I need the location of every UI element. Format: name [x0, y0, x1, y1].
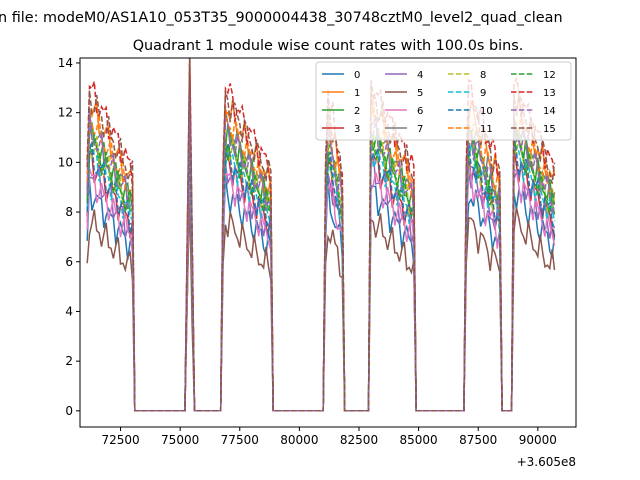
legend-label-10: 10 [480, 106, 493, 117]
x-tick-label: 77500 [221, 433, 259, 447]
y-tick-label: 8 [65, 205, 73, 219]
legend-label-2: 2 [354, 106, 360, 117]
legend-label-0: 0 [354, 70, 360, 81]
series-line-14 [86, 94, 556, 412]
plot-area: 72500 75000 77500 80000 82500 85000 87500 90000… [58, 56, 577, 469]
x-tick-label: 82500 [340, 433, 378, 447]
legend-label-8: 8 [480, 70, 486, 81]
legend-label-5: 5 [417, 88, 423, 99]
x-tick-label: 90000 [519, 433, 557, 447]
x-axis-ticks: 72500 75000 77500 80000 82500 85000 87500 90000 [101, 427, 557, 447]
x-tick-label: 85000 [400, 433, 438, 447]
legend-label-4: 4 [417, 70, 423, 81]
x-offset-text: +3.605e8 [517, 455, 576, 469]
legend-label-6: 6 [417, 106, 423, 117]
legend-label-11: 11 [480, 124, 493, 135]
y-tick-label: 2 [65, 354, 73, 368]
x-tick-label: 80000 [280, 433, 318, 447]
y-tick-label: 14 [58, 56, 73, 70]
legend-label-14: 14 [543, 106, 556, 117]
x-tick-label: 72500 [101, 433, 139, 447]
y-tick-label: 6 [65, 255, 73, 269]
legend-label-15: 15 [543, 124, 556, 135]
y-tick-label: 12 [58, 106, 73, 120]
chart-title: Quadrant 1 module wise count rates with … [133, 38, 524, 54]
legend-label-13: 13 [543, 88, 556, 99]
y-tick-label: 10 [58, 155, 73, 169]
y-tick-label: 0 [65, 404, 73, 418]
figure-suptitle: n file: modeM0/AS1A10_053T35_9000004438_… [0, 10, 563, 26]
legend-frame [315, 61, 572, 141]
y-axis-ticks: 0 2 4 6 8 10 12 14 [58, 56, 80, 418]
legend-label-3: 3 [354, 124, 360, 135]
legend-label-7: 7 [417, 124, 423, 135]
y-tick-label: 4 [65, 304, 73, 318]
legend-label-1: 1 [354, 88, 360, 99]
series-lines [86, 58, 556, 412]
axes-frame [79, 57, 577, 428]
legend-label-12: 12 [543, 70, 556, 81]
x-tick-label: 75000 [161, 433, 199, 447]
legend-label-9: 9 [480, 88, 486, 99]
x-tick-label: 87500 [459, 433, 497, 447]
